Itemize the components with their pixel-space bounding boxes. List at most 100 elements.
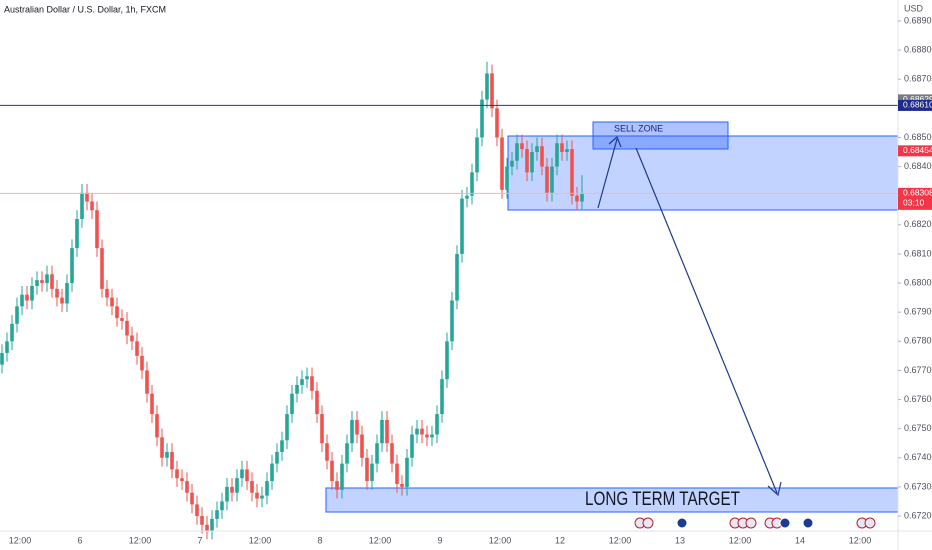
candle-body (165, 451, 169, 458)
candle-body (530, 152, 534, 173)
candle-body (385, 419, 389, 444)
candle-body (320, 414, 324, 444)
candle-body (100, 248, 104, 289)
candle-body (35, 280, 39, 286)
candle-body (90, 201, 94, 211)
candle-body (560, 143, 564, 153)
x-tick-label: 12:00 (9, 535, 32, 545)
x-tick-label: 12 (555, 535, 565, 545)
candle-body (30, 285, 34, 301)
candle-body (270, 463, 274, 482)
candle-body (85, 192, 89, 202)
candle-body (135, 341, 139, 356)
x-tick-label: 12:00 (369, 535, 392, 545)
candle-body (60, 297, 64, 304)
candle-body (300, 379, 304, 385)
candles (0, 61, 898, 540)
candle-body (505, 166, 509, 190)
y-tick-label: 0.67200 (904, 510, 932, 520)
candle-body (250, 481, 254, 493)
x-tick-label: 12:00 (729, 535, 752, 545)
x-tick-label: 12:00 (609, 535, 632, 545)
candle-body (540, 146, 544, 167)
event-icon[interactable] (802, 517, 814, 529)
candle-body (470, 172, 474, 196)
candle-body (500, 137, 504, 190)
event-icon[interactable] (779, 517, 791, 529)
x-tick-label: 12:00 (129, 535, 152, 545)
candle-body (50, 274, 54, 289)
x-tick-label: 12:00 (489, 535, 512, 545)
candle-body (430, 434, 434, 438)
candle-body (205, 524, 209, 531)
candle-body (210, 518, 214, 531)
candle-body (80, 192, 84, 219)
candle-body (345, 443, 349, 464)
candle-body (235, 478, 239, 493)
candle-body (245, 469, 249, 482)
candle-body (260, 495, 264, 499)
candle-body (175, 469, 179, 479)
candle-body (450, 300, 454, 342)
candle-body (75, 218, 79, 249)
candle-body (195, 504, 199, 517)
candle-body (525, 149, 529, 173)
sell-zone-label-box[interactable] (592, 121, 729, 150)
price-tag-label: 0.68610 (903, 100, 932, 110)
candle-body (580, 193, 584, 202)
candle-body (220, 501, 224, 511)
chart-title: Australian Dollar / U.S. Dollar, 1h, FXC… (4, 4, 166, 14)
candle-body (20, 294, 24, 307)
candle-body (170, 451, 174, 470)
x-tick-label: 9 (437, 535, 442, 545)
candle-body (515, 143, 519, 161)
candle-body (70, 248, 74, 284)
target-box[interactable] (325, 487, 899, 513)
price-tag-label: 0.68454 (903, 145, 932, 155)
candle-body (395, 463, 399, 484)
x-tick-label: 12:00 (249, 535, 272, 545)
candle-body (455, 253, 459, 301)
candle-body (95, 210, 99, 249)
candle-body (315, 390, 319, 415)
candle-body (375, 443, 379, 464)
event-icon[interactable] (676, 517, 688, 529)
candle-body (145, 370, 149, 394)
candle-body (55, 288, 59, 298)
candle-body (475, 137, 479, 173)
candle-body (495, 108, 499, 138)
candle-body (10, 323, 14, 342)
arrow[interactable] (635, 147, 778, 494)
candle-body (565, 149, 569, 153)
drawings: SELL ZONE LONG TERM TARGET (585, 121, 782, 510)
candle-body (285, 414, 289, 441)
candle-body (200, 516, 204, 525)
price-tag (898, 99, 932, 111)
candle-body (465, 195, 469, 199)
event-icon[interactable] (642, 517, 654, 529)
candle-body (305, 376, 309, 380)
candle-body (125, 320, 129, 336)
x-tick-label: 14 (795, 535, 805, 545)
candle-body (155, 414, 159, 438)
x-tick-label: 7 (197, 535, 202, 545)
x-tick-label: 13 (675, 535, 685, 545)
candle-body (520, 143, 524, 150)
candle-body (555, 143, 559, 167)
candle-body (15, 306, 19, 324)
event-icon[interactable] (864, 517, 876, 529)
price-tag (898, 145, 932, 157)
candle-body (445, 341, 449, 380)
arrow[interactable] (597, 138, 618, 209)
candle-body (130, 335, 134, 342)
candle-body (105, 288, 109, 298)
event-icon[interactable] (745, 517, 757, 529)
x-tick-label: 12:00 (849, 535, 872, 545)
candle-body (545, 166, 549, 193)
candle-body (415, 428, 419, 435)
